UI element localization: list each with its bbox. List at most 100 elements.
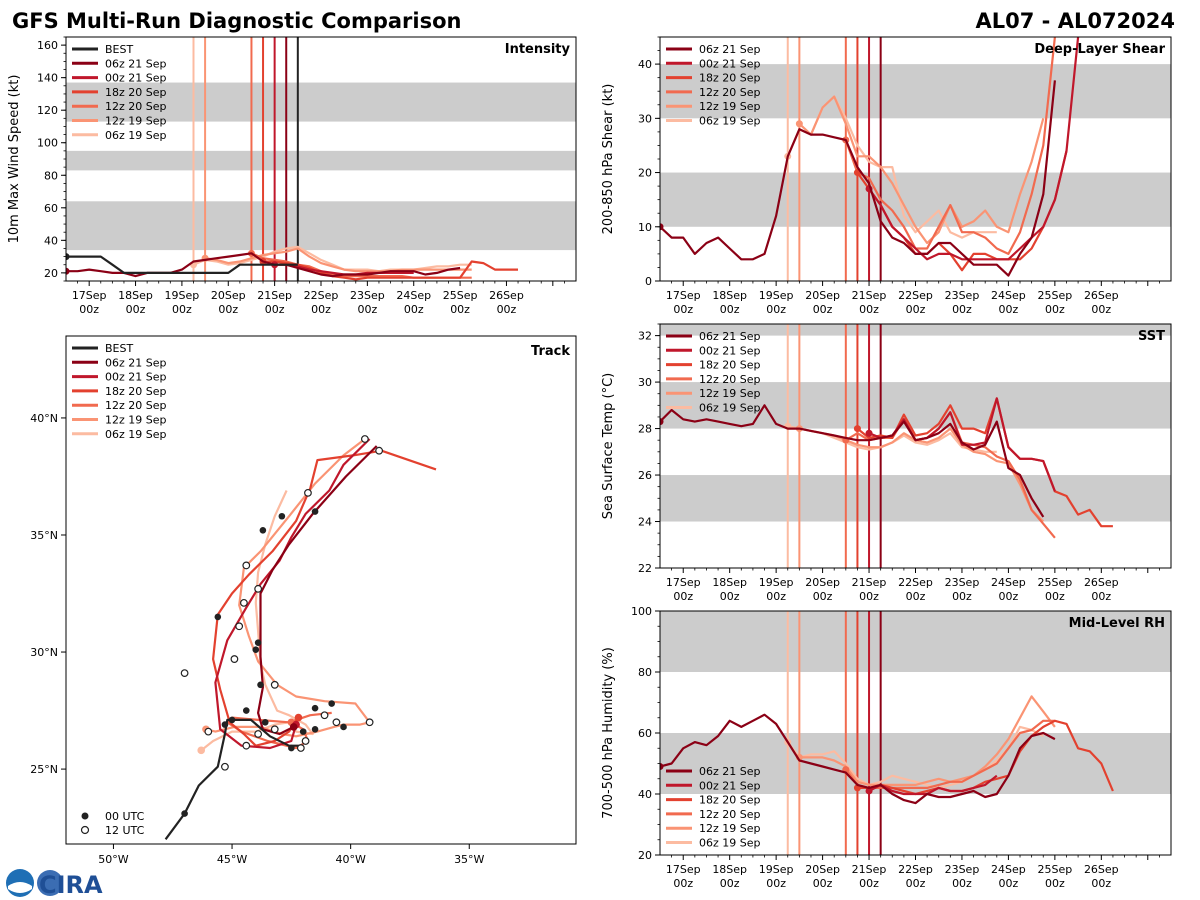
marker-12utc <box>240 598 248 607</box>
y-tick-label: 60 <box>638 727 652 740</box>
x-tick-sublabel: 00z <box>720 303 740 316</box>
series-start-marker <box>865 429 873 437</box>
series-start-marker <box>660 418 664 426</box>
legend-label: 18z 20 Sep <box>105 385 167 398</box>
series-line <box>856 397 1113 528</box>
y-tick-label: 120 <box>37 104 58 117</box>
x-tick-label: 17Sep <box>72 289 107 302</box>
marker-12utc <box>296 744 305 752</box>
x-tick-label: 25Sep <box>1037 863 1072 876</box>
marker-00utc <box>278 512 286 520</box>
x-tick-sublabel: 00z <box>766 303 786 316</box>
marker-00utc <box>228 716 236 724</box>
marker-00utc <box>288 744 295 752</box>
track-start-marker <box>197 746 206 755</box>
track-map-area <box>164 435 437 840</box>
threshold-band <box>660 172 1171 227</box>
panel-title: Intensity <box>505 42 571 57</box>
y-tick-label: 35°N <box>30 529 58 542</box>
legend-label: 12 UTC <box>105 824 145 837</box>
y-tick-label: 25°N <box>30 763 58 776</box>
x-tick-label: 25Sep <box>1037 289 1072 302</box>
series-line <box>204 247 472 273</box>
x-tick-sublabel: 00z <box>813 303 833 316</box>
plot-area-sst <box>660 324 1171 568</box>
legend-label: BEST <box>105 43 133 56</box>
legend-label: 06z 21 Sep <box>105 57 167 70</box>
series-start-marker <box>660 223 664 231</box>
legend-label: 12z 19 Sep <box>699 100 761 113</box>
x-tick-sublabel: 00z <box>218 303 238 316</box>
marker-00utc <box>221 721 229 728</box>
y-tick-label: 160 <box>37 39 58 52</box>
y-tick-label: 30 <box>638 112 652 125</box>
y-axis-label: 10m Max Wind Speed (kt) <box>7 75 22 244</box>
legend-label: 12z 20 Sep <box>105 399 167 412</box>
threshold-band <box>66 150 576 171</box>
x-tick-sublabel: 00z <box>673 303 693 316</box>
x-tick-sublabel: 00z <box>450 303 470 316</box>
series-line <box>263 260 518 281</box>
marker-12utc <box>221 762 229 771</box>
x-tick-label: 26Sep <box>1084 289 1119 302</box>
y-axis-label: Sea Surface Temp (°C) <box>601 373 616 520</box>
legend-marker-00utc <box>81 812 89 820</box>
x-tick-sublabel: 00z <box>1091 590 1111 603</box>
marker-00utc <box>252 646 260 653</box>
panel-title: SST <box>1138 329 1165 344</box>
legend-label: 00z 21 Sep <box>699 779 761 792</box>
x-tick-sublabel: 00z <box>311 303 331 316</box>
x-tick-sublabel: 00z <box>906 590 926 603</box>
legend-label: 18z 20 Sep <box>105 86 167 99</box>
series-start-marker <box>66 253 70 261</box>
x-tick-label: 26Sep <box>489 289 524 302</box>
y-tick-label: 30 <box>638 376 652 389</box>
x-tick-label: 23Sep <box>945 289 980 302</box>
marker-00utc <box>299 728 307 735</box>
x-tick-sublabel: 00z <box>1091 303 1111 316</box>
y-tick-label: 0 <box>645 275 652 288</box>
y-tick-label: 40 <box>638 788 652 801</box>
x-tick-sublabel: 00z <box>1045 590 1065 603</box>
panel-title: Track <box>531 344 570 359</box>
y-tick-label: 100 <box>37 137 58 150</box>
marker-12utc <box>375 446 384 455</box>
x-tick-label: 20Sep <box>211 289 246 302</box>
panel-title: Mid-Level RH <box>1069 616 1165 631</box>
x-tick-label: 40°W <box>335 853 365 866</box>
y-axis-label: 700-500 hPa Humidity (%) <box>601 647 616 819</box>
panel-shear: 17Sep00z18Sep00z19Sep00z20Sep00z21Sep00z… <box>601 36 1172 316</box>
legend-label: BEST <box>105 342 133 355</box>
x-tick-label: 19Sep <box>759 576 794 589</box>
x-tick-sublabel: 00z <box>952 303 972 316</box>
series-start-marker <box>853 425 861 433</box>
threshold-band <box>660 324 1171 336</box>
marker-12utc <box>242 561 251 570</box>
track-line <box>205 438 371 738</box>
y-tick-label: 40°N <box>30 412 58 425</box>
legend-label: 06z 19 Sep <box>699 837 761 850</box>
legend-label: 06z 21 Sep <box>105 356 167 369</box>
y-tick-label: 80 <box>44 169 58 182</box>
marker-12utc <box>180 669 189 678</box>
legend-label: 12z 19 Sep <box>699 387 761 400</box>
marker-00utc <box>311 508 319 515</box>
x-tick-label: 22Sep <box>898 576 933 589</box>
marker-00utc <box>340 723 347 731</box>
track-line <box>214 438 371 750</box>
legend-marker-12utc <box>80 825 90 835</box>
x-tick-label: 23Sep <box>945 576 980 589</box>
y-tick-label: 40 <box>638 58 652 71</box>
panel-intensity: 17Sep00z18Sep00z19Sep00z20Sep00z21Sep00z… <box>7 36 577 316</box>
x-tick-sublabel: 00z <box>766 590 786 603</box>
x-tick-label: 22Sep <box>898 863 933 876</box>
legend-label: 06z 19 Sep <box>105 129 167 142</box>
x-tick-label: 45°W <box>217 853 247 866</box>
noaa-wave-icon <box>8 882 32 893</box>
y-tick-label: 60 <box>44 202 58 215</box>
x-tick-label: 18Sep <box>712 289 747 302</box>
plot-area-shear <box>660 37 1171 281</box>
x-tick-label: 21Sep <box>852 863 887 876</box>
x-tick-sublabel: 00z <box>404 303 424 316</box>
marker-12utc <box>235 622 244 631</box>
